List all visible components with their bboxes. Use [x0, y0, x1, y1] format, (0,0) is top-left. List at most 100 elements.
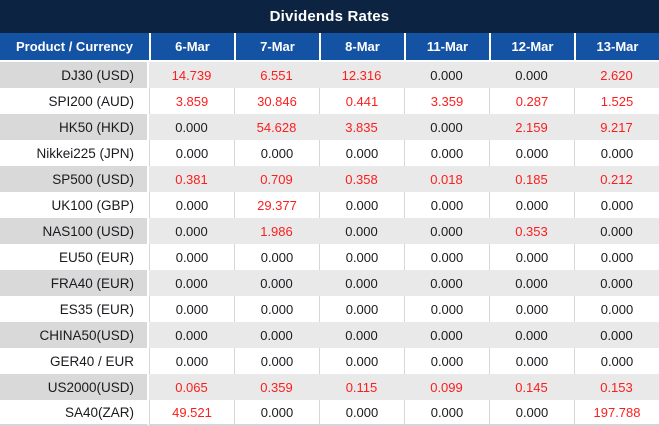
rate-cell: 0.000 — [574, 270, 659, 296]
rate-cell: 0.000 — [234, 140, 319, 166]
product-cell: Nikkei225 (JPN) — [0, 140, 149, 166]
rate-cell: 0.000 — [574, 322, 659, 348]
rate-cell: 0.000 — [319, 192, 404, 218]
product-cell: NAS100 (USD) — [0, 218, 149, 244]
rate-cell: 0.000 — [319, 218, 404, 244]
rate-cell: 30.846 — [234, 88, 319, 114]
table-row: SP500 (USD) 0.381 0.709 0.358 0.018 0.185 0.21… — [0, 166, 659, 192]
rate-cell: 0.000 — [149, 270, 234, 296]
table-row: ES35 (EUR) 0.000 0.000 0.000 0.000 0.000 0.000 — [0, 296, 659, 322]
rate-cell: 0.000 — [234, 296, 319, 322]
rate-cell: 0.000 — [489, 62, 574, 88]
rate-cell: 1.525 — [574, 88, 659, 114]
column-header-date-4: 11-Mar — [404, 33, 489, 62]
rate-cell: 0.359 — [234, 374, 319, 400]
rate-cell: 6.551 — [234, 62, 319, 88]
rate-cell: 0.000 — [149, 322, 234, 348]
rate-cell: 0.000 — [319, 322, 404, 348]
rate-cell: 12.316 — [319, 62, 404, 88]
rate-cell: 0.000 — [404, 270, 489, 296]
rate-cell: 9.217 — [574, 114, 659, 140]
product-cell: ES35 (EUR) — [0, 296, 149, 322]
rate-cell: 0.000 — [149, 192, 234, 218]
rate-cell: 14.739 — [149, 62, 234, 88]
rate-cell: 197.788 — [574, 400, 659, 426]
rate-cell: 0.000 — [149, 296, 234, 322]
table-row: FRA40 (EUR) 0.000 0.000 0.000 0.000 0.000 0.00… — [0, 270, 659, 296]
rate-cell: 0.000 — [234, 322, 319, 348]
rate-cell: 0.000 — [404, 140, 489, 166]
rate-cell: 3.359 — [404, 88, 489, 114]
rate-cell: 0.000 — [404, 218, 489, 244]
rate-cell: 0.000 — [149, 114, 234, 140]
rate-cell: 0.000 — [404, 400, 489, 426]
rate-cell: 0.000 — [489, 296, 574, 322]
rate-cell: 3.859 — [149, 88, 234, 114]
rate-cell: 0.099 — [404, 374, 489, 400]
rate-cell: 54.628 — [234, 114, 319, 140]
table-row: UK100 (GBP) 0.000 29.377 0.000 0.000 0.000 0.0… — [0, 192, 659, 218]
table-header: Product / Currency 6-Mar 7-Mar 8-Mar 11-… — [0, 33, 659, 62]
rate-cell: 0.000 — [489, 192, 574, 218]
product-cell: HK50 (HKD) — [0, 114, 149, 140]
rate-cell: 49.521 — [149, 400, 234, 426]
rate-cell: 0.212 — [574, 166, 659, 192]
product-cell: SP500 (USD) — [0, 166, 149, 192]
column-header-date-1: 6-Mar — [149, 33, 234, 62]
rate-cell: 0.000 — [489, 270, 574, 296]
rate-cell: 0.000 — [319, 296, 404, 322]
table-row: Nikkei225 (JPN) 0.000 0.000 0.000 0.000 0.000… — [0, 140, 659, 166]
header-row: Product / Currency 6-Mar 7-Mar 8-Mar 11-… — [0, 33, 659, 62]
rate-cell: 0.709 — [234, 166, 319, 192]
rate-cell: 0.000 — [574, 192, 659, 218]
table-row: SA40(ZAR) 49.521 0.000 0.000 0.000 0.000 197.7… — [0, 400, 659, 426]
rate-cell: 0.000 — [149, 218, 234, 244]
rate-cell: 0.287 — [489, 88, 574, 114]
rate-cell: 0.000 — [234, 244, 319, 270]
rate-cell: 3.835 — [319, 114, 404, 140]
rate-cell: 2.620 — [574, 62, 659, 88]
product-cell: FRA40 (EUR) — [0, 270, 149, 296]
product-cell: CHINA50(USD) — [0, 322, 149, 348]
product-cell: US2000(USD) — [0, 374, 149, 400]
rate-cell: 0.000 — [404, 244, 489, 270]
rate-cell: 0.115 — [319, 374, 404, 400]
rate-cell: 0.000 — [404, 296, 489, 322]
page-title: Dividends Rates — [0, 0, 659, 33]
column-header-date-2: 7-Mar — [234, 33, 319, 62]
product-cell: SPI200 (AUD) — [0, 88, 149, 114]
rate-cell: 0.000 — [489, 244, 574, 270]
rate-cell: 0.000 — [404, 192, 489, 218]
rate-cell: 0.000 — [149, 348, 234, 374]
rate-cell: 0.000 — [489, 400, 574, 426]
rate-cell: 0.381 — [149, 166, 234, 192]
rate-cell: 0.000 — [234, 270, 319, 296]
rate-cell: 0.000 — [404, 348, 489, 374]
rate-cell: 0.000 — [574, 348, 659, 374]
rate-cell: 0.000 — [489, 348, 574, 374]
rate-cell: 0.000 — [319, 400, 404, 426]
rate-cell: 0.185 — [489, 166, 574, 192]
rate-cell: 0.000 — [574, 218, 659, 244]
rate-cell: 0.000 — [234, 400, 319, 426]
product-cell: DJ30 (USD) — [0, 62, 149, 88]
column-header-product: Product / Currency — [0, 33, 149, 62]
rate-cell: 0.000 — [489, 140, 574, 166]
rate-cell: 0.000 — [574, 140, 659, 166]
rate-cell: 0.000 — [404, 322, 489, 348]
table-row: DJ30 (USD) 14.739 6.551 12.316 0.000 0.000 2.6… — [0, 62, 659, 88]
table-body: DJ30 (USD) 14.739 6.551 12.316 0.000 0.000 2.6… — [0, 62, 659, 426]
table-row: NAS100 (USD) 0.000 1.986 0.000 0.000 0.353 0.0… — [0, 218, 659, 244]
rate-cell: 2.159 — [489, 114, 574, 140]
rate-cell: 0.153 — [574, 374, 659, 400]
rate-cell: 0.065 — [149, 374, 234, 400]
product-cell: SA40(ZAR) — [0, 400, 149, 426]
rate-cell: 0.000 — [149, 244, 234, 270]
rate-cell: 1.986 — [234, 218, 319, 244]
rate-cell: 0.000 — [574, 296, 659, 322]
column-header-date-3: 8-Mar — [319, 33, 404, 62]
rate-cell: 0.000 — [319, 270, 404, 296]
table-row: GER40 / EUR 0.000 0.000 0.000 0.000 0.000 0.00… — [0, 348, 659, 374]
rate-cell: 0.000 — [319, 348, 404, 374]
